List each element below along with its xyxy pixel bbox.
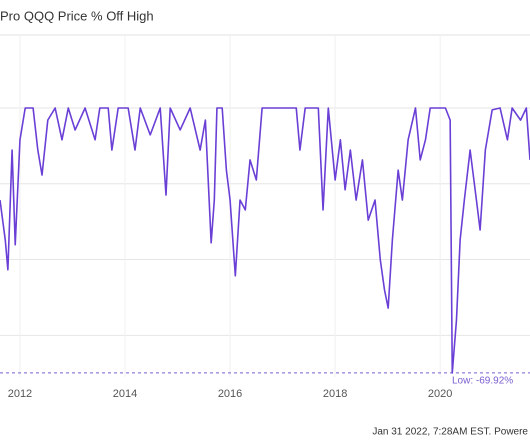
x-tick-label: 2016 [218, 388, 242, 400]
x-tick-label: 2012 [8, 388, 32, 400]
low-label: Low: -69.92% [452, 376, 513, 387]
x-tick-label: 2014 [113, 388, 137, 400]
footer: Jan 31 2022, 7:28AM EST. Powere [372, 427, 528, 438]
data-line [0, 107, 530, 374]
x-tick-label: 2018 [323, 388, 347, 400]
x-tick-label: 2020 [428, 388, 452, 400]
chart-title: Pro QQQ Price % Off High [0, 8, 154, 23]
